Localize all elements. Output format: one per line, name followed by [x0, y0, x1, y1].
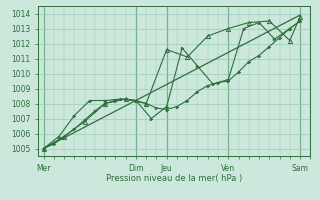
X-axis label: Pression niveau de la mer( hPa ): Pression niveau de la mer( hPa )	[106, 174, 243, 183]
